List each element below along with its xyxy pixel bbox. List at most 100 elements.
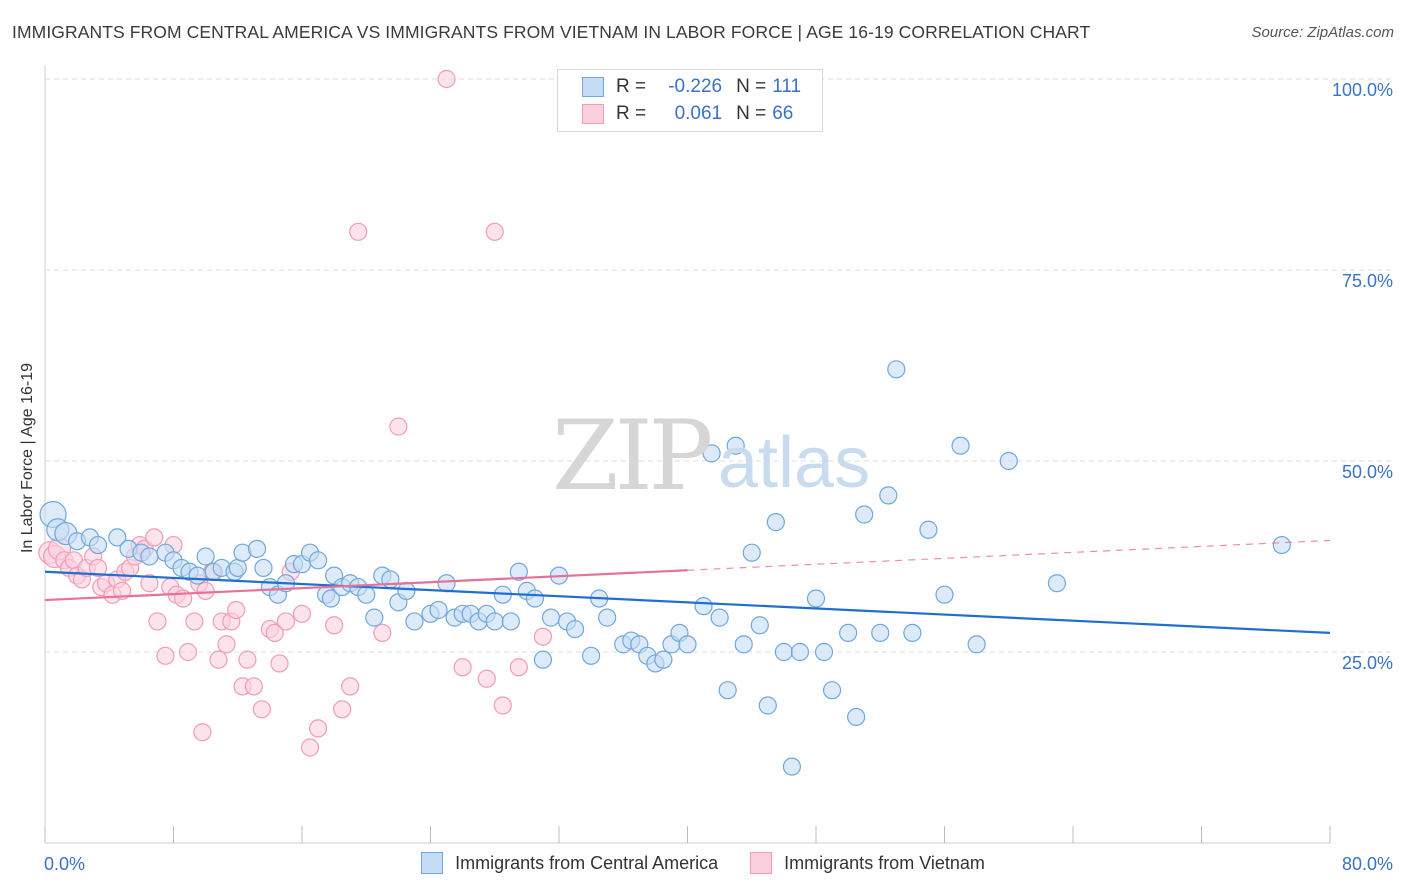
- watermark-zip: ZIP: [552, 400, 713, 512]
- data-point-central-america: [782, 757, 802, 776]
- chart-title: IMMIGRANTS FROM CENTRAL AMERICA VS IMMIG…: [12, 22, 1091, 42]
- y-tick-label: 75.0%: [1342, 271, 1393, 291]
- data-point-vietnam: [227, 600, 246, 620]
- data-point-vietnam: [238, 650, 257, 669]
- data-point-vietnam: [349, 222, 368, 241]
- watermark-atlas: atlas: [718, 423, 871, 503]
- data-point-central-america: [501, 612, 520, 631]
- pink-swatch-icon: [582, 104, 604, 124]
- data-point-vietnam: [493, 696, 512, 715]
- data-point-vietnam: [477, 669, 496, 688]
- data-point-central-america: [429, 600, 448, 620]
- data-point-central-america: [140, 547, 159, 566]
- data-point-central-america: [228, 558, 247, 578]
- y-tick-label: 50.0%: [1342, 462, 1393, 482]
- data-point-central-america: [365, 608, 384, 627]
- data-point-vietnam: [265, 623, 284, 643]
- data-point-central-america: [397, 581, 416, 600]
- n-value: 111: [772, 76, 802, 97]
- data-point-vietnam: [193, 723, 212, 742]
- data-point-central-america: [533, 650, 553, 669]
- data-point-central-america: [108, 528, 127, 547]
- data-point-central-america: [999, 451, 1018, 471]
- data-point-central-america: [405, 612, 424, 631]
- stats-row-central-america: R = -0.226 N = 111: [582, 75, 801, 99]
- data-point-vietnam: [373, 623, 392, 643]
- stats-row-vietnam: R = 0.061 N = 66: [582, 102, 793, 126]
- data-point-vietnam: [140, 574, 159, 593]
- data-point-vietnam: [333, 700, 352, 719]
- data-point-central-america: [726, 436, 745, 455]
- data-point-vietnam: [209, 650, 228, 669]
- y-tick-label: 100.0%: [1332, 80, 1393, 100]
- data-point-vietnam: [244, 677, 263, 696]
- legend-item-central-america[interactable]: Immigrants from Central America: [421, 852, 718, 874]
- trendline-vietnam: [44, 569, 688, 602]
- data-point-central-america: [951, 436, 970, 455]
- legend-item-vietnam[interactable]: Immigrants from Vietnam: [750, 852, 985, 874]
- data-point-vietnam: [437, 69, 456, 89]
- x-tick-label: 0.0%: [44, 854, 85, 874]
- data-point-vietnam: [145, 528, 164, 547]
- data-point-vietnam: [112, 581, 132, 600]
- data-point-central-america: [541, 608, 561, 627]
- data-point-central-america: [308, 551, 328, 570]
- data-point-central-america: [774, 642, 793, 662]
- r-value: 0.061: [674, 103, 723, 124]
- data-point-central-america: [806, 589, 826, 608]
- data-point-vietnam: [196, 581, 215, 600]
- data-point-central-america: [967, 635, 986, 654]
- data-point-vietnam: [300, 738, 320, 757]
- data-point-central-america: [750, 616, 769, 635]
- data-point-vietnam: [509, 658, 528, 677]
- y-tick-label: 25.0%: [1342, 653, 1393, 673]
- data-point-central-america: [247, 539, 267, 558]
- data-point-central-america: [1272, 535, 1291, 555]
- data-point-vietnam: [148, 612, 167, 631]
- data-point-central-america: [485, 612, 504, 631]
- data-point-central-america: [321, 589, 341, 608]
- data-point-vietnam: [389, 417, 408, 436]
- r-label: R =: [616, 103, 647, 124]
- data-point-central-america: [357, 585, 376, 604]
- legend-label-central-america: Immigrants from Central America: [455, 852, 719, 873]
- chart-legend: Immigrants from Central America Immigran…: [0, 852, 1406, 874]
- n-value: 66: [772, 103, 794, 124]
- legend-label-vietnam: Immigrants from Vietnam: [784, 852, 985, 873]
- data-point-vietnam: [485, 222, 504, 241]
- data-point-central-america: [935, 585, 954, 604]
- data-point-central-america: [822, 681, 842, 700]
- data-point-central-america: [887, 360, 906, 379]
- data-point-central-america: [718, 681, 737, 700]
- data-point-vietnam: [453, 658, 472, 677]
- r-label: R =: [616, 76, 647, 97]
- data-point-vietnam: [88, 558, 108, 578]
- correlation-stats-box: R = -0.226 N = 111 R = 0.061 N = 66: [557, 69, 823, 132]
- trendline-central-america: [44, 570, 1331, 634]
- data-point-vietnam: [276, 612, 296, 631]
- data-point-central-america: [903, 623, 922, 643]
- data-point-vietnam: [252, 700, 271, 719]
- data-point-central-america: [88, 535, 108, 555]
- data-point-central-america: [188, 566, 207, 585]
- data-point-central-america: [437, 574, 456, 593]
- data-point-vietnam: [156, 646, 175, 665]
- blue-swatch-icon: [421, 852, 444, 874]
- n-label: N =: [736, 103, 767, 124]
- r-value: -0.226: [668, 76, 723, 97]
- data-point-central-america: [654, 650, 673, 669]
- data-point-central-america: [742, 543, 761, 562]
- y-axis-title: In Labor Force | Age 16-19: [19, 362, 36, 554]
- data-point-vietnam: [292, 604, 312, 623]
- data-point-vietnam: [533, 627, 553, 646]
- data-point-central-america: [254, 558, 273, 578]
- data-point-central-america: [565, 619, 585, 639]
- x-tick-label: 80.0%: [1342, 854, 1393, 874]
- data-point-vietnam: [178, 642, 198, 662]
- data-point-central-america: [839, 623, 858, 643]
- data-point-central-america: [734, 635, 753, 654]
- n-label: N =: [736, 76, 767, 97]
- pink-swatch-icon: [750, 852, 773, 874]
- data-point-vietnam: [341, 677, 360, 696]
